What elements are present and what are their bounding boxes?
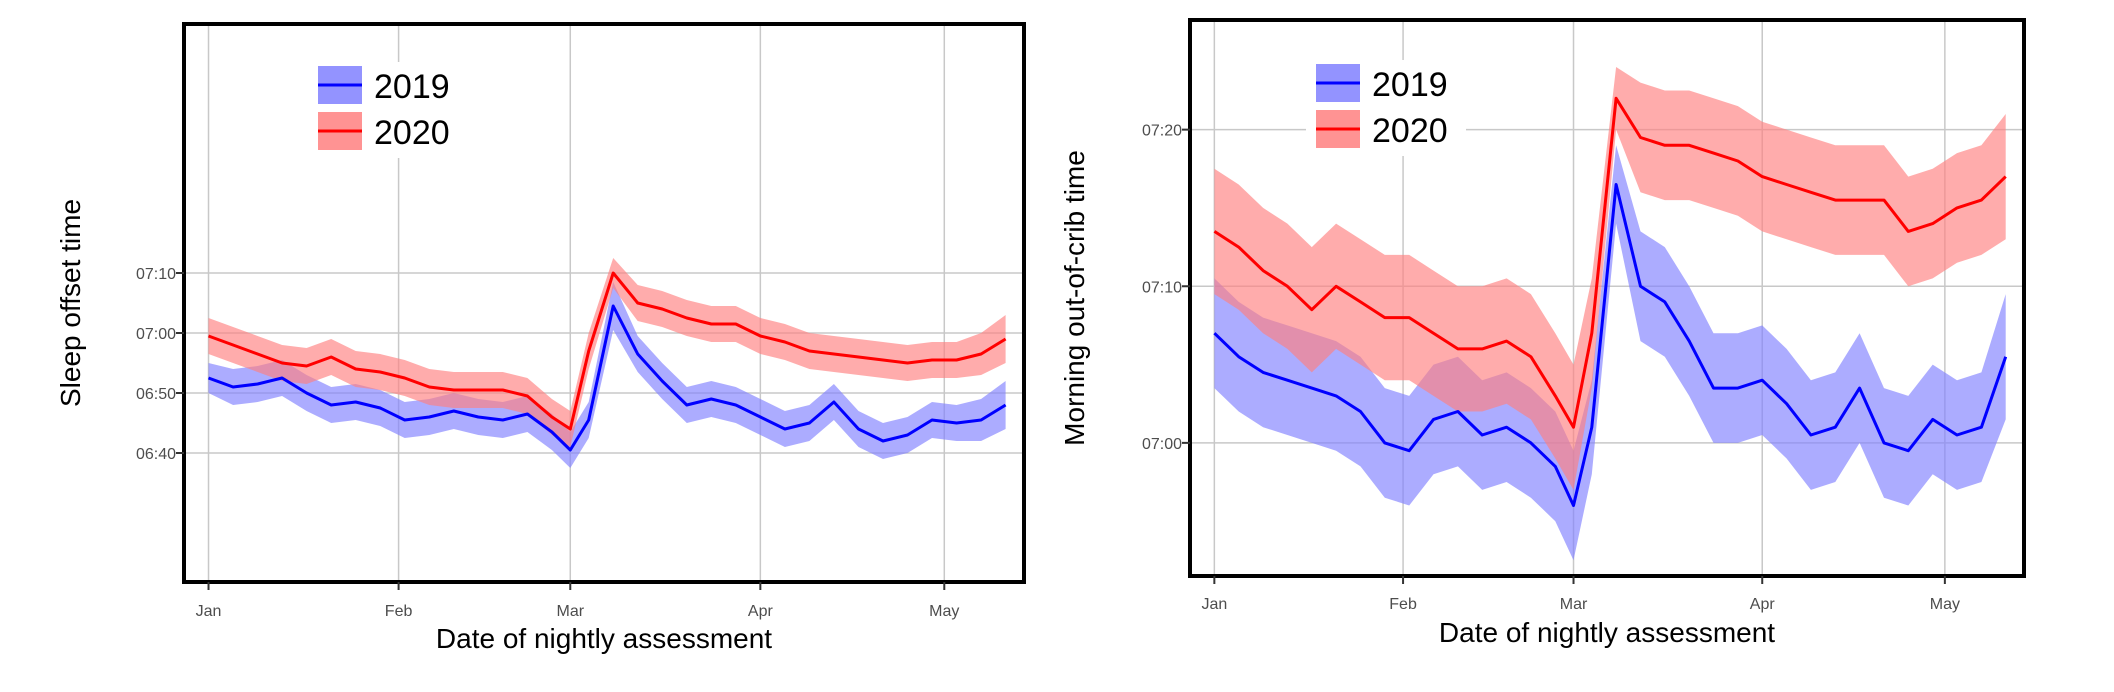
y-tick-label: 07:20 bbox=[1142, 123, 1182, 140]
x-axis-title: Date of nightly assessment bbox=[1439, 617, 1775, 648]
confidence-band-2019 bbox=[208, 282, 1006, 468]
x-tick-label: Mar bbox=[556, 603, 584, 620]
legend: 2019 2020 bbox=[308, 62, 468, 158]
series-line-2020 bbox=[207, 271, 1007, 431]
series-line-2020 bbox=[1213, 96, 2007, 429]
x-axis-title: Date of nightly assessment bbox=[436, 623, 772, 654]
confidence-band-2019 bbox=[1214, 145, 2006, 561]
chart-sleep-offset: Jan Feb Mar Apr May 06:40 06:50 07:00 07:10 Date … bbox=[55, 22, 1026, 654]
legend-label-2020: 2020 bbox=[374, 114, 450, 152]
y-tick-label: 06:40 bbox=[136, 446, 176, 463]
panel-border bbox=[1188, 18, 2026, 578]
chart-out-of-crib: Jan Feb Mar Apr May 07:00 07:10 07:20 Date of ni… bbox=[1059, 18, 2026, 648]
x-tick-label: Apr bbox=[748, 603, 774, 620]
panel-border bbox=[182, 22, 1026, 584]
confidence-band-2020 bbox=[1214, 67, 2006, 490]
legend-label-2019: 2019 bbox=[1372, 66, 1448, 104]
x-tick-label: Jan bbox=[1201, 596, 1227, 613]
x-tick-label: May bbox=[929, 603, 959, 620]
y-tick-label: 07:00 bbox=[1142, 436, 1182, 453]
legend-label-2019: 2019 bbox=[374, 68, 450, 106]
series-line-2019 bbox=[1213, 183, 2008, 507]
y-axis-title: Sleep offset time bbox=[55, 199, 86, 407]
x-tick-label: Feb bbox=[1389, 596, 1417, 613]
x-tick-label: Feb bbox=[385, 603, 413, 620]
x-tick-label: May bbox=[1930, 596, 1960, 613]
x-tick-label: Apr bbox=[1750, 596, 1776, 613]
series-line-2019 bbox=[207, 304, 1007, 452]
y-tick-label: 06:50 bbox=[136, 386, 176, 403]
legend-label-2020: 2020 bbox=[1372, 112, 1448, 150]
y-tick-label: 07:10 bbox=[1142, 279, 1182, 296]
y-tick-label: 07:10 bbox=[136, 266, 176, 283]
x-tick-label: Jan bbox=[196, 603, 222, 620]
x-tick-label: Mar bbox=[1560, 596, 1588, 613]
y-tick-label: 07:00 bbox=[136, 326, 176, 343]
y-axis-title: Morning out-of-crib time bbox=[1059, 150, 1090, 446]
legend: 2019 2020 bbox=[1306, 60, 1466, 156]
